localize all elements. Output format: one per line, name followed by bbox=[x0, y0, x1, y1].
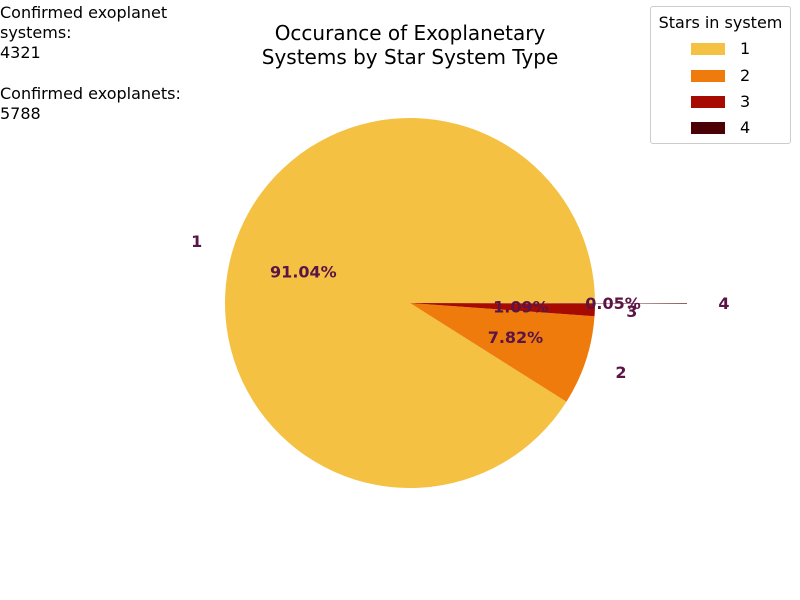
pie-slice-2 bbox=[410, 303, 595, 402]
legend-swatch-2 bbox=[691, 70, 725, 82]
legend-swatch-4 bbox=[691, 122, 725, 134]
confirmed-systems-value: 4321 bbox=[0, 43, 41, 62]
pie-percent-label-3: 1.09% bbox=[493, 298, 549, 317]
pie-percent-label-1: 91.04% bbox=[270, 263, 337, 282]
confirmed-planets-label: Confirmed exoplanets: bbox=[0, 84, 181, 103]
confirmed-systems-note: Confirmed exoplanet systems: 4321 bbox=[0, 3, 190, 63]
pie-slice-1 bbox=[225, 117, 595, 488]
pie-category-label-3: 3 bbox=[626, 302, 637, 321]
chart-title: Occurance of Exoplanetary Systems by Star… bbox=[262, 21, 559, 69]
legend-label-4: 4 bbox=[740, 118, 751, 137]
legend-swatch-3 bbox=[691, 96, 725, 108]
legend: Stars in system 1 2 3 4 bbox=[650, 6, 791, 144]
legend-label-2: 2 bbox=[740, 66, 751, 85]
confirmed-planets-note: Confirmed exoplanets: 5788 bbox=[0, 84, 200, 124]
pie-category-label-2: 2 bbox=[615, 363, 626, 382]
pie-category-label-4: 4 bbox=[718, 294, 729, 313]
legend-item-1: 1 bbox=[691, 39, 781, 59]
legend-title: Stars in system bbox=[658, 13, 783, 32]
pie-slices bbox=[225, 117, 687, 488]
pie-slice-3 bbox=[410, 303, 595, 317]
legend-item-4: 4 bbox=[691, 118, 781, 138]
legend-label-3: 3 bbox=[740, 92, 751, 111]
pie-percent-label-2: 7.82% bbox=[488, 328, 544, 347]
pie-slice-4 bbox=[501, 303, 687, 304]
legend-item-2: 2 bbox=[691, 66, 781, 86]
legend-label-1: 1 bbox=[740, 39, 751, 58]
legend-swatch-1 bbox=[691, 43, 725, 55]
pie-percent-label-4: 0.05% bbox=[585, 294, 641, 313]
pie-category-label-1: 1 bbox=[191, 232, 202, 251]
pie-labels: 91.04% 1 7.82% 2 1.09% 30.05% 4 bbox=[191, 232, 729, 382]
confirmed-planets-value: 5788 bbox=[0, 104, 41, 123]
legend-item-3: 3 bbox=[691, 92, 781, 112]
confirmed-systems-label: Confirmed exoplanet systems: bbox=[0, 3, 168, 42]
